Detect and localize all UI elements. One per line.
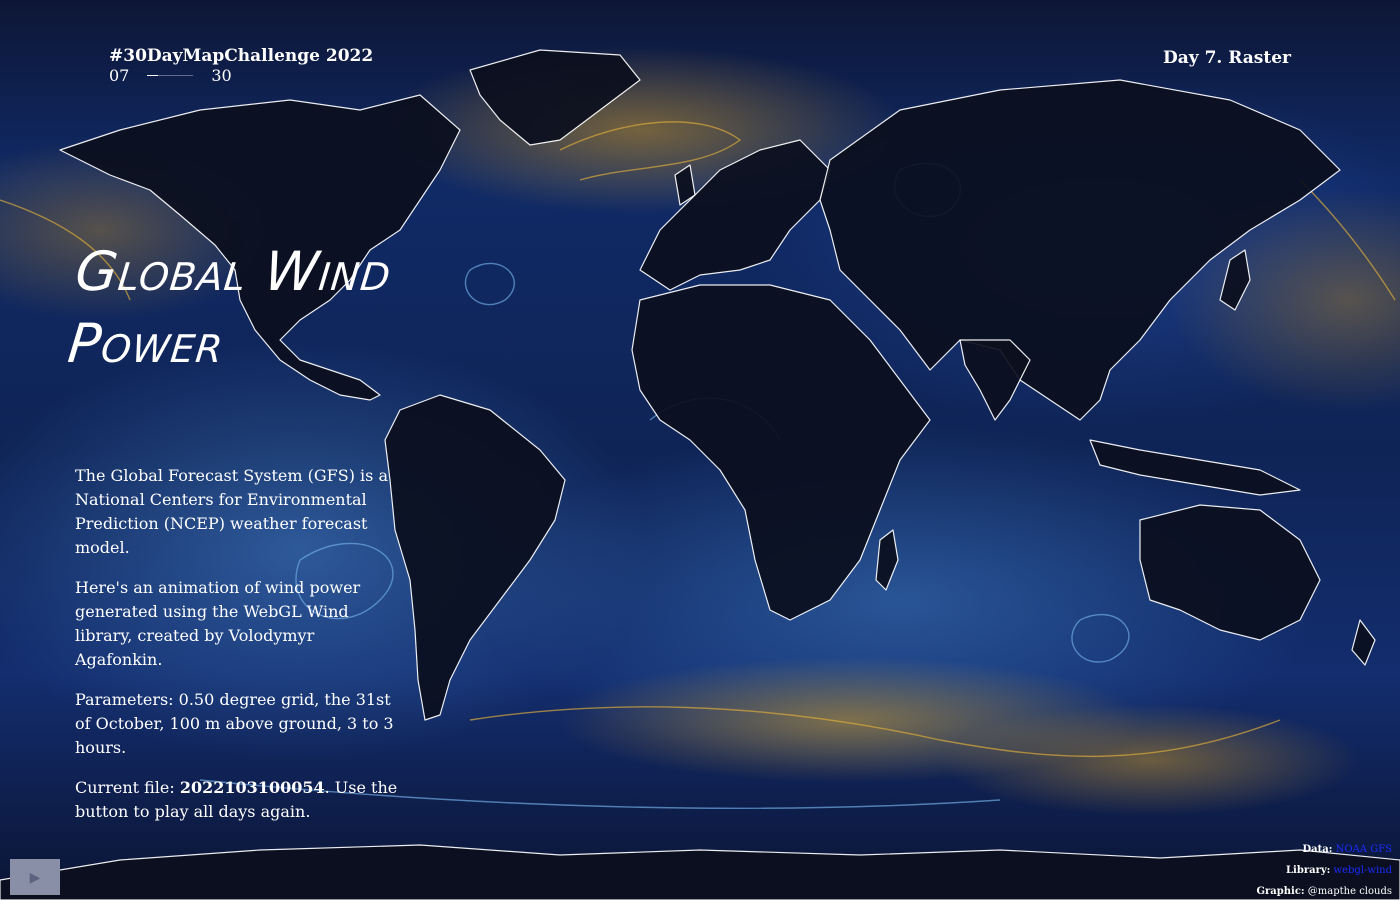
- indonesia-shape: [1089, 439, 1301, 496]
- europe-shape: [639, 139, 831, 291]
- play-button[interactable]: ▶: [10, 859, 60, 895]
- day-progress: 07 30: [109, 66, 232, 85]
- australia-shape: [1139, 504, 1321, 641]
- credit-library-row: Library: webgl-wind: [1256, 860, 1392, 881]
- current-file-prefix: Current file:: [75, 778, 180, 797]
- greenland-shape: [469, 49, 641, 146]
- day-current: 07: [109, 66, 130, 85]
- progress-fill: [147, 75, 159, 76]
- challenge-title: #30DayMapChallenge 2022: [109, 46, 374, 66]
- current-file-suffix: . Use the button to play all days again.: [75, 778, 398, 821]
- north-america-shape: [59, 94, 461, 401]
- uk-shape: [674, 164, 696, 206]
- continents: [0, 49, 1400, 900]
- south-america-shape: [384, 394, 566, 721]
- credit-graphic-row: Graphic: @mapthe clouds: [1256, 881, 1392, 900]
- progress-track: [147, 75, 194, 76]
- description-paragraph-2: Here's an animation of wind power genera…: [75, 578, 361, 669]
- current-file-line: Current file: 2022103100054. Use the but…: [75, 776, 405, 824]
- credit-data-label: Data:: [1302, 844, 1333, 855]
- credit-library-link[interactable]: webgl-wind: [1333, 865, 1392, 876]
- credits: Data: NOAA GFS Library: webgl-wind Graph…: [1256, 839, 1392, 900]
- play-icon: ▶: [29, 868, 41, 885]
- credit-graphic-label: Graphic:: [1256, 886, 1305, 897]
- current-file-name: 2022103100054: [179, 778, 325, 797]
- credit-library-label: Library:: [1286, 865, 1331, 876]
- description-paragraph-1: The Global Forecast System (GFS) is a Na…: [75, 466, 388, 557]
- credit-data-link[interactable]: NOAA GFS: [1335, 844, 1392, 855]
- description-panel: The Global Forecast System (GFS) is a Na…: [75, 464, 405, 840]
- asia-shape: [819, 79, 1341, 421]
- africa-shape: [631, 284, 931, 621]
- new-zealand-shape: [1351, 619, 1376, 666]
- description-paragraph-3: Parameters: 0.50 degree grid, the 31st o…: [75, 690, 394, 757]
- japan-shape: [1219, 249, 1251, 311]
- credit-graphic-handle: @mapthe clouds: [1307, 886, 1392, 897]
- day-label: Day 7. Raster: [1163, 48, 1291, 68]
- antarctica-shape: [0, 844, 1400, 900]
- madagascar-shape: [875, 529, 899, 591]
- credit-data-row: Data: NOAA GFS: [1256, 839, 1393, 860]
- india-shape: [959, 339, 1031, 421]
- day-total: 30: [211, 66, 232, 85]
- map-title: Global Wind Power: [64, 240, 395, 375]
